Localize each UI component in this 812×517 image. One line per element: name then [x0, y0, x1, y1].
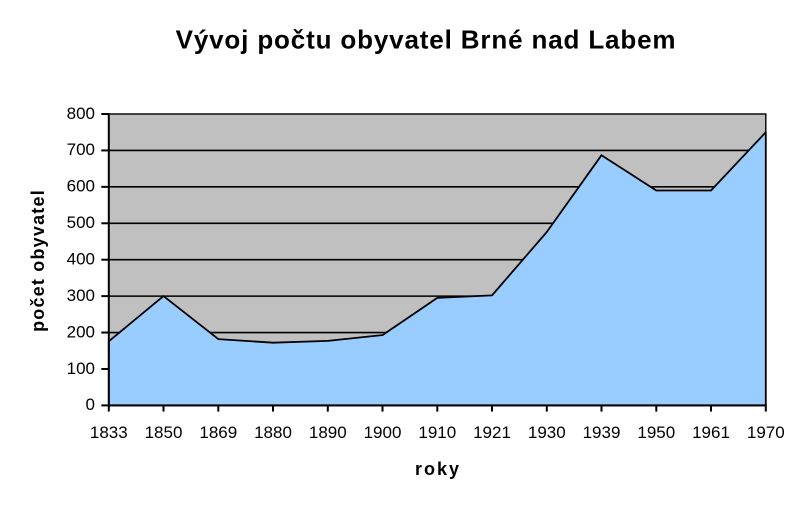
svg-text:1910: 1910 [418, 423, 456, 442]
svg-text:Vývoj počtu obyvatel Brné nad: Vývoj počtu obyvatel Brné nad Labem [176, 25, 677, 55]
svg-text:1961: 1961 [692, 423, 730, 442]
svg-text:500: 500 [67, 213, 95, 232]
svg-text:1890: 1890 [309, 423, 347, 442]
svg-text:1880: 1880 [254, 423, 292, 442]
svg-text:1950: 1950 [637, 423, 675, 442]
svg-text:počet obyvatel: počet obyvatel [28, 189, 48, 332]
svg-text:700: 700 [67, 140, 95, 159]
svg-text:200: 200 [67, 322, 95, 341]
svg-text:1939: 1939 [583, 423, 621, 442]
svg-text:1850: 1850 [145, 423, 183, 442]
svg-text:1869: 1869 [199, 423, 237, 442]
svg-text:1930: 1930 [528, 423, 566, 442]
svg-text:1833: 1833 [90, 423, 128, 442]
svg-text:1900: 1900 [364, 423, 402, 442]
svg-text:1921: 1921 [473, 423, 511, 442]
svg-text:1970: 1970 [747, 423, 785, 442]
svg-text:100: 100 [67, 359, 95, 378]
svg-text:300: 300 [67, 286, 95, 305]
svg-text:600: 600 [67, 177, 95, 196]
svg-text:800: 800 [67, 104, 95, 123]
svg-text:0: 0 [86, 395, 95, 414]
svg-text:roky: roky [415, 459, 461, 479]
svg-text:400: 400 [67, 250, 95, 269]
